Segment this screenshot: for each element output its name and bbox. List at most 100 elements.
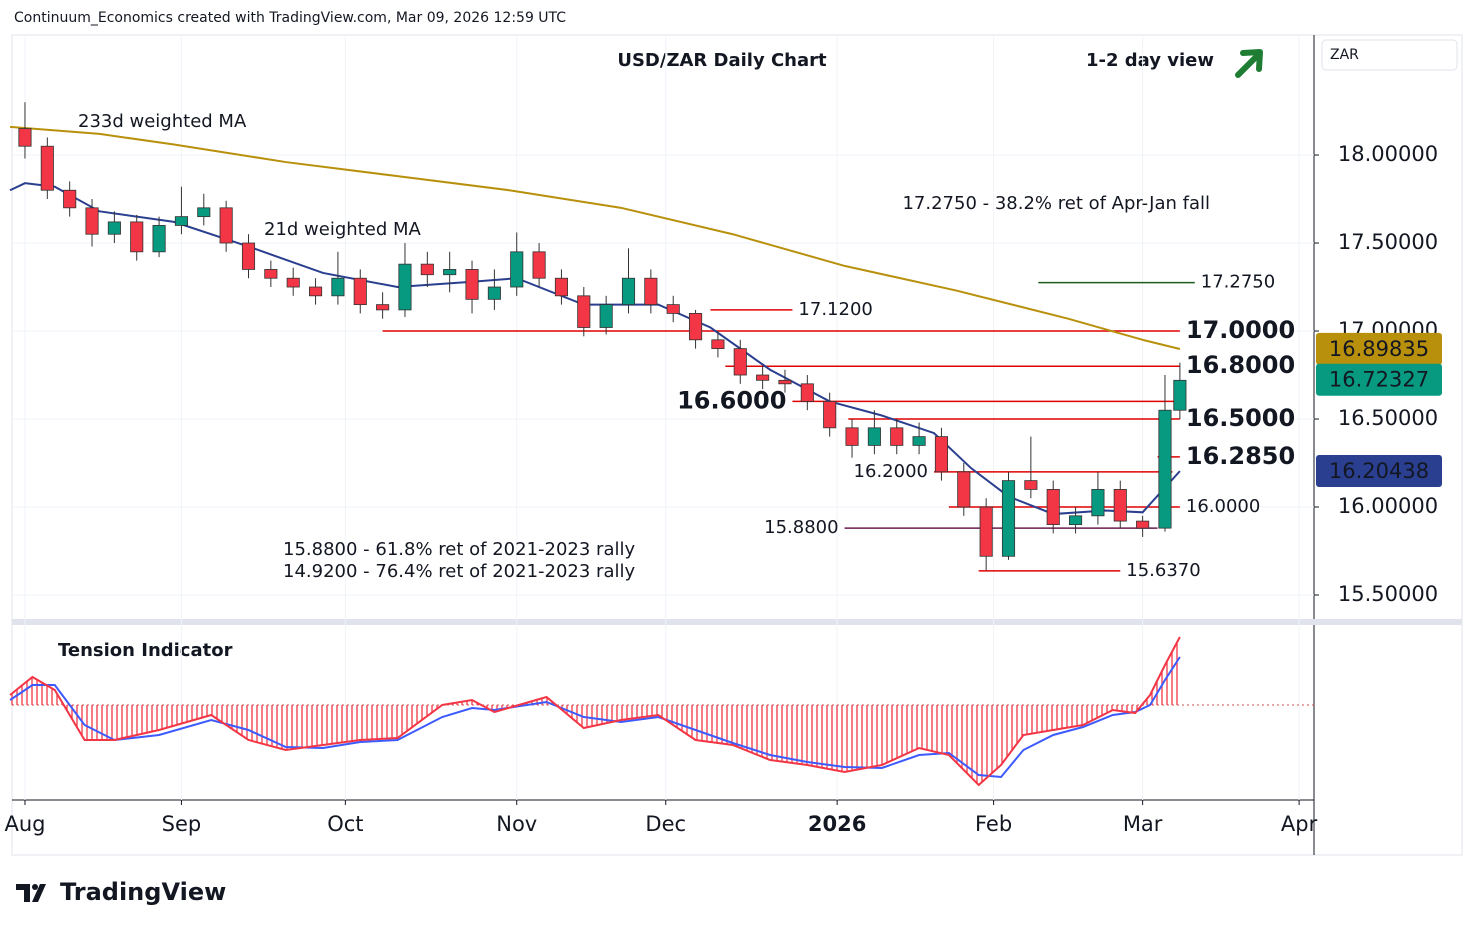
tension-fast: [9, 636, 1181, 787]
candle-body: [130, 221, 144, 253]
candle: [867, 410, 881, 455]
candle: [823, 392, 837, 437]
candle: [689, 309, 703, 349]
candle: [152, 216, 166, 258]
y-tick-label: 15.50000: [1338, 582, 1438, 606]
currency-box: [1321, 39, 1458, 71]
candle: [711, 331, 725, 358]
candle-body: [845, 427, 859, 446]
candle: [532, 243, 546, 288]
candle-body: [353, 277, 367, 306]
candle: [40, 137, 54, 200]
candle: [1113, 480, 1127, 529]
y-tick-label: 17.50000: [1338, 230, 1438, 254]
candle: [800, 375, 814, 411]
annotation: 14.9200 - 76.4% ret of 2021-2023 rally: [283, 561, 635, 582]
candle-body: [711, 339, 725, 350]
candle-body: [733, 348, 747, 376]
candle: [1024, 436, 1038, 499]
candle: [845, 419, 859, 458]
price-tag-label: 16.72327: [1329, 368, 1429, 392]
x-tick-label: 2026: [808, 812, 866, 836]
candle: [1069, 507, 1083, 534]
level-label: 17.2750: [1201, 272, 1275, 293]
logo: [16, 884, 46, 902]
candle-body: [376, 304, 390, 311]
tension-title: Tension Indicator: [58, 640, 233, 661]
level-label: 16.6000: [677, 386, 786, 414]
candle-body: [241, 242, 256, 270]
candle-body: [1113, 489, 1127, 522]
candle-body: [443, 269, 457, 276]
series-label: 233d weighted MA: [78, 111, 247, 132]
candle: [1001, 471, 1016, 560]
candle: [309, 278, 323, 305]
subtitle: 1-2 day view: [1086, 50, 1214, 71]
y-tick-label: 16.50000: [1338, 406, 1438, 430]
price-tag-label: 16.20438: [1329, 459, 1429, 483]
candle-body: [621, 277, 636, 306]
candle: [219, 200, 233, 252]
candle: [756, 366, 770, 390]
candle: [487, 269, 501, 310]
x-tick-label: Sep: [162, 812, 202, 836]
candle-body: [510, 251, 524, 288]
x-tick-label: Aug: [4, 812, 45, 836]
candle: [18, 102, 32, 159]
candle: [979, 498, 993, 571]
candle-body: [331, 277, 345, 297]
level-label: 16.2000: [854, 461, 928, 482]
candle: [1158, 375, 1172, 532]
candle-body: [644, 277, 658, 306]
candle-body: [912, 436, 926, 446]
candle-body: [286, 277, 300, 288]
candle-body: [1069, 515, 1083, 526]
candle-body: [867, 427, 881, 446]
candle: [890, 419, 904, 455]
frame: [11, 34, 1463, 856]
candle-body: [1158, 409, 1172, 529]
candle: [331, 251, 345, 305]
candle: [577, 287, 591, 337]
y-tick-label: 18.00000: [1338, 142, 1438, 166]
candle-body: [800, 383, 814, 402]
candle-body: [465, 269, 479, 300]
candle-body: [40, 145, 54, 191]
price-tag: [1316, 363, 1442, 396]
candle-body: [957, 471, 971, 508]
level-label: 17.0000: [1186, 316, 1295, 344]
candle: [912, 422, 926, 455]
candle-body: [1001, 480, 1016, 557]
level-label: 17.1200: [798, 299, 872, 320]
level-label: 16.5000: [1186, 404, 1295, 432]
candle-body: [1173, 379, 1187, 411]
arrow-icon: [1235, 49, 1263, 78]
candle-body: [666, 304, 680, 314]
candle-body: [823, 401, 837, 429]
level-label: 15.8800: [764, 517, 838, 538]
logo-text: TradingView: [60, 878, 226, 906]
annotation: 15.8800 - 61.8% ret of 2021-2023 rally: [283, 539, 635, 560]
x-tick-label: Dec: [645, 812, 686, 836]
chart-title: USD/ZAR Daily Chart: [617, 50, 827, 71]
candle: [85, 199, 99, 247]
candle: [264, 260, 278, 288]
candle-body: [174, 216, 188, 226]
level-label: 15.6370: [1126, 560, 1200, 581]
candle: [621, 248, 636, 314]
candle-body: [554, 277, 568, 297]
candle-body: [934, 436, 948, 473]
candle: [733, 339, 747, 384]
level-label: 16.2850: [1186, 442, 1295, 470]
candle: [241, 234, 256, 279]
x-tick-label: Nov: [496, 812, 537, 836]
candle-body: [18, 128, 32, 147]
candle-body: [420, 263, 434, 276]
candle: [1136, 515, 1150, 537]
candle: [353, 269, 367, 314]
series-label: 21d weighted MA: [264, 219, 421, 240]
candle-body: [577, 295, 591, 328]
candle: [443, 251, 457, 293]
tension-slow: [9, 656, 1181, 779]
candle: [376, 292, 390, 319]
